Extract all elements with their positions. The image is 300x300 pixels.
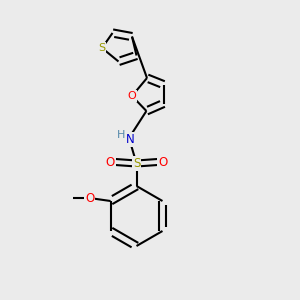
- Text: H: H: [116, 130, 125, 140]
- Text: S: S: [98, 43, 106, 53]
- Text: O: O: [85, 191, 94, 205]
- Text: S: S: [133, 157, 140, 170]
- Text: O: O: [106, 155, 115, 169]
- Text: O: O: [128, 91, 136, 101]
- Text: O: O: [158, 155, 167, 169]
- Text: N: N: [126, 133, 135, 146]
